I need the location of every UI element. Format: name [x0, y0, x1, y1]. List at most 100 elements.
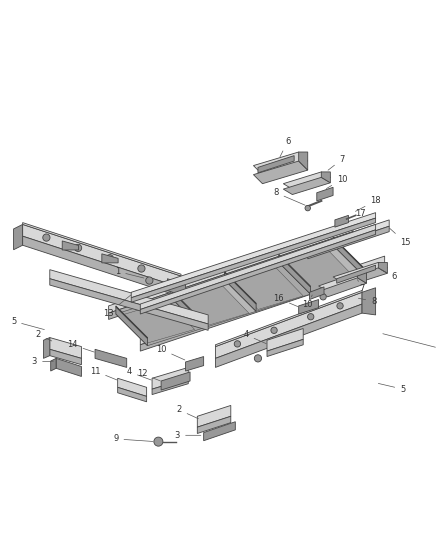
Text: 18: 18: [356, 196, 381, 212]
Polygon shape: [215, 304, 362, 367]
Circle shape: [254, 355, 261, 362]
Polygon shape: [186, 357, 204, 371]
Polygon shape: [283, 177, 330, 195]
Polygon shape: [50, 279, 208, 330]
Polygon shape: [267, 340, 303, 357]
Circle shape: [271, 327, 277, 334]
Polygon shape: [131, 218, 376, 302]
Polygon shape: [224, 272, 256, 311]
Polygon shape: [254, 161, 308, 184]
Circle shape: [146, 277, 153, 284]
Polygon shape: [308, 226, 389, 259]
Polygon shape: [51, 358, 56, 371]
Polygon shape: [118, 387, 147, 402]
Text: 2: 2: [177, 406, 198, 419]
Polygon shape: [140, 263, 385, 351]
Polygon shape: [279, 255, 311, 294]
Polygon shape: [116, 297, 202, 346]
Polygon shape: [56, 358, 81, 376]
Polygon shape: [267, 328, 303, 351]
Polygon shape: [317, 187, 333, 201]
Polygon shape: [170, 280, 256, 328]
Polygon shape: [197, 416, 231, 433]
Polygon shape: [258, 156, 294, 173]
Polygon shape: [254, 152, 308, 175]
Text: 15: 15: [389, 228, 411, 247]
Text: 10: 10: [156, 345, 185, 360]
Polygon shape: [333, 237, 365, 270]
Polygon shape: [283, 172, 330, 189]
Polygon shape: [167, 279, 186, 297]
Polygon shape: [140, 256, 385, 345]
Text: 9: 9: [113, 434, 153, 443]
Text: 5: 5: [11, 317, 44, 329]
Circle shape: [106, 255, 113, 262]
Polygon shape: [50, 270, 208, 324]
Polygon shape: [109, 224, 353, 313]
Polygon shape: [362, 288, 376, 315]
Polygon shape: [62, 241, 78, 250]
Text: 4: 4: [127, 367, 151, 380]
Polygon shape: [14, 224, 23, 250]
Text: 10: 10: [303, 295, 313, 309]
Polygon shape: [50, 337, 81, 358]
Circle shape: [337, 303, 343, 309]
Polygon shape: [215, 292, 362, 358]
Text: 12: 12: [137, 369, 160, 381]
Text: 8: 8: [273, 188, 305, 205]
Text: 3: 3: [175, 431, 201, 440]
Text: 1: 1: [115, 267, 144, 278]
Circle shape: [307, 313, 314, 320]
Circle shape: [320, 294, 326, 300]
Polygon shape: [310, 287, 324, 300]
Polygon shape: [177, 285, 249, 327]
Polygon shape: [140, 224, 376, 310]
Polygon shape: [299, 300, 318, 314]
Polygon shape: [50, 349, 81, 365]
Text: 2: 2: [35, 330, 52, 341]
Polygon shape: [299, 152, 308, 170]
Polygon shape: [224, 262, 311, 311]
Polygon shape: [152, 367, 188, 389]
Text: 13: 13: [103, 295, 131, 318]
Text: 10: 10: [326, 175, 347, 189]
Text: 6: 6: [280, 136, 290, 157]
Polygon shape: [333, 262, 387, 282]
Polygon shape: [116, 307, 148, 346]
Polygon shape: [161, 372, 190, 390]
Circle shape: [154, 437, 163, 446]
Polygon shape: [231, 268, 303, 310]
Polygon shape: [122, 301, 194, 343]
Polygon shape: [23, 224, 181, 288]
Circle shape: [74, 244, 81, 252]
Text: 14: 14: [67, 340, 94, 352]
Text: 6: 6: [381, 269, 396, 281]
Polygon shape: [23, 236, 181, 297]
Polygon shape: [215, 290, 362, 346]
Polygon shape: [170, 289, 202, 328]
Polygon shape: [279, 245, 365, 294]
Polygon shape: [204, 422, 235, 441]
Circle shape: [305, 205, 311, 211]
Text: 7: 7: [357, 280, 365, 293]
Text: 11: 11: [90, 367, 117, 380]
Polygon shape: [43, 337, 50, 358]
Polygon shape: [378, 262, 387, 273]
Text: 1: 1: [383, 334, 438, 354]
Polygon shape: [321, 172, 330, 183]
Polygon shape: [102, 254, 118, 263]
Polygon shape: [308, 220, 389, 253]
Polygon shape: [152, 378, 188, 394]
Polygon shape: [318, 278, 367, 297]
Polygon shape: [170, 289, 202, 321]
Polygon shape: [333, 238, 365, 277]
Polygon shape: [279, 254, 311, 287]
Polygon shape: [318, 272, 367, 292]
Text: 3: 3: [32, 358, 53, 367]
Circle shape: [138, 265, 145, 272]
Circle shape: [234, 341, 240, 347]
Polygon shape: [357, 272, 367, 283]
Polygon shape: [116, 306, 148, 338]
Polygon shape: [23, 223, 181, 276]
Polygon shape: [337, 265, 376, 283]
